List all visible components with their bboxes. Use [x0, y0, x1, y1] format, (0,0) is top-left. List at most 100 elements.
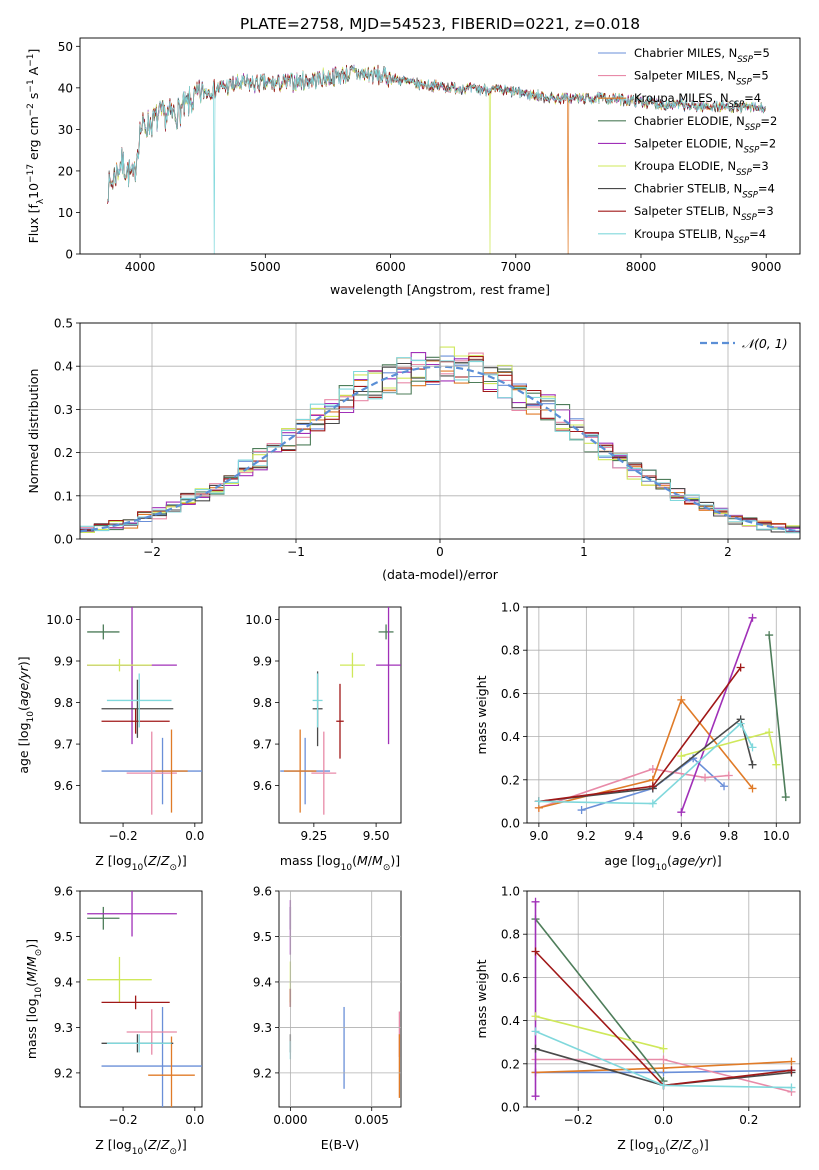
y-tick-label: 0.4: [501, 1014, 520, 1028]
legend-sub: SSP: [734, 236, 750, 246]
legend-tail: =4: [749, 227, 766, 241]
plot-area: [289, 900, 401, 1098]
y-tick-label: 9.6: [253, 885, 272, 899]
label-part: mass [log: [24, 998, 39, 1059]
legend-sub: SSP: [745, 123, 761, 133]
y-tick-label: 50: [58, 40, 73, 54]
weight-line-kroupa_stelib: [538, 722, 754, 805]
label-part: /: [368, 853, 373, 868]
label-part: ⊙: [383, 863, 391, 873]
axes-frame: [526, 606, 801, 824]
legend-sub: SSP: [737, 55, 753, 65]
residuals-panel: −2 −1 0 1 2 0.0 0.1 0.2 0.3 0.4 0.5 𝒩(0, 1) (data-mo…: [26, 317, 801, 582]
y-tick-label: 0: [65, 248, 73, 262]
weight-marker-kroupa_stelib: [531, 1027, 540, 1036]
legend-tail: =4: [744, 91, 761, 105]
label-part: /: [24, 966, 39, 971]
plot-area: [531, 897, 796, 1101]
y-tick-label: 0.1: [54, 489, 73, 503]
weight-vs-age-xlabel: age [log10(age/yr)]: [604, 853, 721, 873]
age-vs-mass-xlabel: mass [log10(M/M⊙)]: [280, 853, 400, 873]
legend-tail: =3: [752, 159, 769, 173]
label-part: 10: [341, 863, 353, 873]
weight-marker-chabrier_elodie: [781, 793, 790, 802]
label-part: M: [372, 853, 383, 868]
weight-marker-salpeter_elodie: [748, 613, 757, 622]
legend-sub: SSP: [736, 78, 752, 88]
y-tick-label: 10.0: [46, 613, 73, 627]
weight-marker-kroupa_elodie: [765, 728, 774, 737]
label-part: ⊙: [169, 1147, 177, 1157]
x-tick-label: 8000: [626, 260, 657, 274]
label-part: erg cm: [26, 116, 41, 164]
y-tick-label: 30: [58, 123, 73, 137]
label-part: )]: [712, 853, 722, 868]
legend-text: Chabrier STELIB, N: [634, 182, 742, 196]
label-part: λ: [36, 198, 46, 204]
y-tick-label: 9.8: [253, 696, 272, 710]
y-tick-label: 0.4: [501, 730, 520, 744]
y-tick-label: 9.9: [54, 655, 73, 669]
label-part: /: [679, 1137, 684, 1152]
label-part: /: [157, 1137, 162, 1152]
weight-marker-chabrier_stelib: [748, 760, 757, 769]
weight-line-kroupa_elodie: [535, 1015, 664, 1050]
axes-frame: [526, 890, 801, 1108]
weight-marker-kroupa_miles: [748, 784, 757, 793]
x-tick-label: 9000: [751, 260, 782, 274]
label-part: )]: [390, 853, 400, 868]
x-tick-label: 7000: [500, 260, 531, 274]
y-tick-label: 0.0: [54, 533, 73, 547]
x-tick-label: 6000: [375, 260, 406, 274]
weight-marker-kroupa_miles: [677, 695, 686, 704]
axes-frame: [79, 890, 203, 1108]
x-tick-label: 9.2: [577, 829, 596, 843]
legend-sub: SSP: [744, 145, 760, 155]
label-part: −1: [26, 79, 36, 92]
label-part: mass [log: [280, 853, 341, 868]
x-tick-label: −0.2: [564, 1113, 593, 1127]
label-part: M: [24, 971, 39, 982]
weight-marker-kroupa_elodie: [659, 1044, 668, 1053]
spectrum-xlabel: wavelength [Angstrom, rest frame]: [330, 282, 550, 297]
plot-area: [107, 64, 767, 254]
x-tick-label: 9.0: [529, 829, 548, 843]
y-tick-label: 0.0: [501, 1101, 520, 1115]
label-part: /: [157, 853, 162, 868]
x-tick-label: 0.0: [185, 1113, 204, 1127]
weight-marker-kroupa_stelib: [659, 1081, 668, 1090]
y-tick-label: 9.2: [54, 1066, 73, 1080]
label-part: 10: [26, 183, 41, 199]
weight-marker-salpeter_miles: [724, 771, 733, 780]
weight-marker-salpeter_miles: [701, 773, 710, 782]
age-vs-z-ylabel: age [log10(age/yr)]: [16, 656, 36, 773]
label-part: )]: [699, 1137, 709, 1152]
legend-tail: =5: [753, 46, 770, 60]
plot-area: [280, 607, 401, 815]
legend-entry-salpeter_miles: Salpeter MILES, NSSP=5: [634, 69, 769, 88]
weight-vs-z-xlabel: Z [log10(Z/Z⊙)]: [617, 1137, 709, 1157]
y-tick-label: 9.6: [54, 885, 73, 899]
label-part: Z [log: [95, 853, 131, 868]
legend-tail: =4: [758, 182, 775, 196]
x-tick-label: 4000: [125, 260, 156, 274]
y-tick-label: 9.7: [253, 738, 272, 752]
label-part: −17: [26, 164, 36, 183]
legend-sub: SSP: [742, 191, 758, 201]
weight-marker-kroupa_stelib: [648, 799, 657, 808]
legend-text: Kroupa ELODIE, N: [634, 159, 736, 173]
weight-line-salpeter_elodie: [680, 617, 754, 813]
legend-tail: =2: [759, 136, 776, 150]
weight-vs-age-panel: 9.0 9.2 9.4 9.6 9.8 10.0 0.0 0.2 0.4 0.6 0.8 1.0 age…: [474, 601, 801, 873]
weight-line-chabrier_elodie: [768, 635, 787, 798]
mass-vs-z-ylabel: mass [log10(M/M⊙)]: [24, 939, 44, 1059]
legend-text: Chabrier ELODIE, N: [634, 114, 745, 128]
weight-marker-chabrier_miles: [720, 782, 729, 791]
weight-marker-kroupa_miles: [659, 1064, 668, 1073]
label-part: age [log: [604, 853, 655, 868]
label-part: )]: [16, 656, 31, 666]
weight-marker-kroupa_miles: [787, 1057, 796, 1066]
label-part: (: [352, 853, 357, 868]
y-tick-label: 0.6: [501, 687, 520, 701]
